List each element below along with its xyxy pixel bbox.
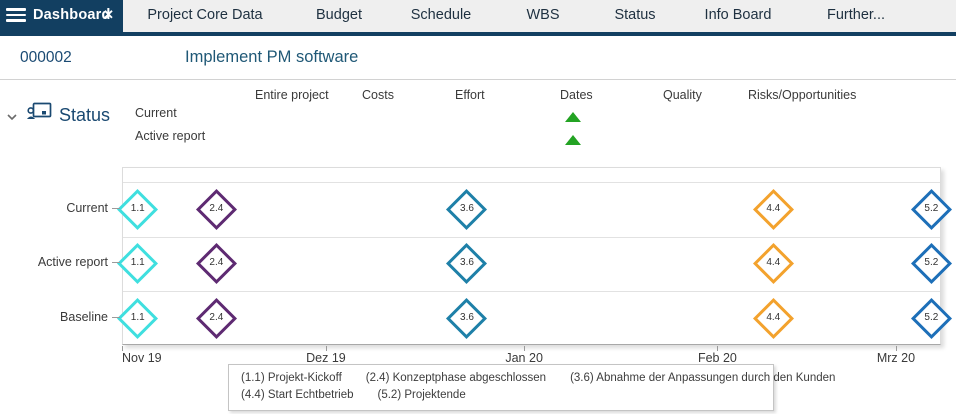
tab-bar: Dashboard ✕ Project Core Data Budget Sched… (0, 0, 956, 32)
chart-row-label-active-report: Active report (37, 255, 108, 269)
milestone-id-label: 4.4 (766, 257, 781, 268)
x-axis-tick (717, 346, 719, 351)
x-axis-label-mrz-20: Mrz 20 (876, 351, 916, 365)
column-header-costs: Costs (362, 88, 394, 102)
milestone-id-label: 3.6 (460, 312, 474, 323)
row-axis-tick (112, 262, 120, 263)
row-axis-tick (112, 208, 120, 209)
dates-trend-up-icon (565, 135, 581, 145)
status-report-icon (27, 102, 52, 119)
x-axis-tick (122, 346, 123, 351)
milestone-id-label: 3.6 (460, 203, 474, 214)
status-section-title: Status (59, 105, 111, 125)
row-axis-tick (112, 317, 120, 318)
tab-dashboard[interactable]: Dashboard ✕ (0, 0, 123, 32)
tab-info-board[interactable]: Info Board (704, 7, 772, 23)
milestone-id-label: 5.2 (924, 257, 939, 268)
legend-line: (4.4) Start Echtbetrieb (5.2) Projektende (241, 387, 763, 404)
milestone-id-label: 1.1 (130, 312, 145, 323)
chart-row-label-current: Current (66, 201, 108, 215)
legend-item: (1.1) Projekt-Kickoff (241, 372, 342, 384)
tab-wbs[interactable]: WBS (526, 7, 560, 23)
row-gridline (123, 182, 940, 183)
hamburger-menu-icon[interactable] (6, 8, 26, 23)
milestone-legend: (1.1) Projekt-Kickoff (2.4) Konzeptphase … (228, 364, 835, 411)
tab-schedule[interactable]: Schedule (410, 7, 472, 23)
row-gridline (123, 291, 940, 292)
column-header-effort: Effort (455, 88, 485, 102)
milestone-id-label: 4.4 (766, 203, 781, 214)
legend-item: (3.6) Abnahme der Anpassungen durch den … (570, 372, 836, 384)
tab-project-core-data[interactable]: Project Core Data (147, 7, 263, 23)
milestone-id-label: 2.4 (209, 257, 224, 268)
chevron-down-icon[interactable] (5, 110, 19, 124)
milestone-id-label: 5.2 (924, 203, 939, 214)
x-axis-tick (325, 346, 327, 351)
legend-item: (5.2) Projektende (377, 389, 466, 401)
close-tab-icon[interactable]: ✕ (103, 7, 114, 22)
milestone-id-label: 2.4 (209, 312, 224, 323)
tabbar-accent-line (0, 32, 956, 36)
x-axis-label-nov-19: Nov 19 (122, 351, 162, 365)
legend-item: (4.4) Start Echtbetrieb (241, 389, 354, 401)
active-tab-label: Dashboard (33, 7, 111, 23)
milestone-id-label: 5.2 (924, 312, 939, 323)
column-header-entire-project: Entire project (255, 88, 329, 102)
milestone-chart-plot: 1.1 2.4 3.6 4.4 5.2 1.1 2.4 3.6 4.4 5.2 1.1 2.4 3.6 4… (117, 167, 952, 345)
x-axis-tick (524, 346, 526, 351)
legend-item: (2.4) Konzeptphase abgeschlossen (365, 372, 547, 384)
x-axis-tick (895, 346, 897, 351)
x-axis-label-dez-19: Dez 19 (306, 351, 346, 365)
tab-budget[interactable]: Budget (316, 7, 362, 23)
project-title: Implement PM software (185, 48, 359, 66)
tab-further[interactable]: Further... (826, 7, 886, 23)
column-header-dates: Dates (560, 88, 593, 102)
x-axis-label-jan-20: Jan 20 (505, 351, 543, 365)
summary-row-label: Current (135, 106, 177, 120)
project-id: 000002 (20, 49, 72, 66)
chart-row-label-baseline: Baseline (60, 310, 108, 324)
milestone-id-label: 1.1 (130, 203, 145, 214)
milestone-id-label: 2.4 (209, 203, 224, 214)
project-header: 000002 Implement PM software (0, 36, 956, 80)
column-header-quality: Quality (663, 88, 702, 102)
summary-row-label: Active report (135, 129, 206, 143)
milestone-id-label: 1.1 (130, 257, 145, 268)
tab-status[interactable]: Status (614, 7, 656, 23)
dates-trend-up-icon (565, 112, 581, 122)
legend-line: (1.1) Projekt-Kickoff (2.4) Konzeptphase … (241, 370, 835, 387)
milestone-id-label: 4.4 (766, 312, 781, 323)
row-gridline (123, 237, 940, 238)
column-header-risks-opportunities: Risks/Opportunities (748, 88, 857, 102)
x-axis-label-feb-20: Feb 20 (697, 351, 737, 365)
milestone-id-label: 3.6 (460, 257, 474, 268)
